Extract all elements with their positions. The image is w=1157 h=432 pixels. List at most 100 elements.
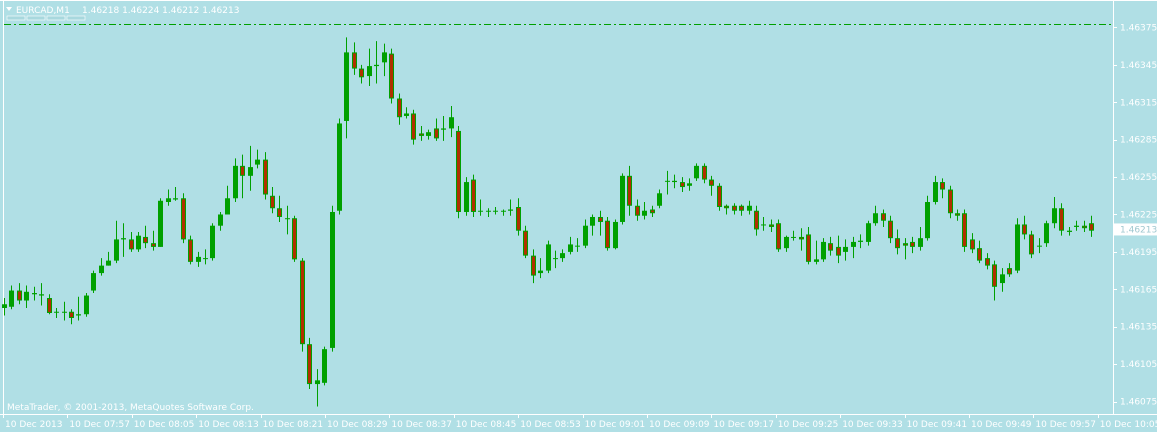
candle bbox=[62, 301, 67, 321]
candle-body-bull bbox=[323, 350, 326, 382]
candle bbox=[620, 173, 625, 225]
candle bbox=[382, 43, 387, 77]
candle bbox=[665, 170, 670, 195]
candle-body-bear bbox=[152, 244, 155, 246]
candle bbox=[642, 202, 647, 220]
candle bbox=[464, 177, 469, 216]
candle-body-bear bbox=[681, 183, 684, 187]
candle-body-bull bbox=[211, 226, 214, 258]
candle-body-bull bbox=[658, 194, 661, 205]
time-tick-label: 10 Dec 08:13 bbox=[198, 420, 259, 430]
candle bbox=[672, 174, 677, 189]
candle-body-border bbox=[672, 180, 677, 183]
time-tick-label: 10 Dec 08:05 bbox=[134, 420, 195, 430]
candle-body-bull bbox=[867, 224, 870, 241]
candle-body-bear bbox=[264, 160, 267, 194]
candle bbox=[471, 174, 476, 217]
candle-body-bear bbox=[48, 299, 51, 312]
candle-body-bull bbox=[92, 274, 95, 290]
candle bbox=[962, 209, 967, 252]
candle bbox=[166, 189, 171, 206]
candle-body-border bbox=[121, 238, 126, 240]
candle bbox=[32, 286, 37, 301]
candle-body-bull bbox=[234, 166, 237, 198]
candle-body-bear bbox=[777, 224, 780, 249]
candle-doji bbox=[478, 210, 483, 212]
candle bbox=[419, 125, 424, 141]
candle bbox=[806, 226, 811, 265]
time-tick-label: 10 Dec 08:21 bbox=[263, 420, 324, 430]
candle-body-bull bbox=[450, 118, 453, 128]
candle-body-border bbox=[76, 314, 81, 316]
candle bbox=[568, 236, 573, 255]
candle bbox=[203, 249, 208, 265]
time-tick-label: 10 Dec 10:05 bbox=[1100, 420, 1157, 430]
time-tick-label: 10 Dec 08:29 bbox=[327, 420, 388, 430]
candle bbox=[776, 219, 781, 252]
candle-body-bear bbox=[829, 244, 832, 250]
candle-body-bull bbox=[115, 240, 118, 260]
candle-body-bear bbox=[941, 183, 944, 189]
chart-header: EURCAD,M1 1.46218 1.46224 1.46212 1.4621… bbox=[6, 6, 239, 21]
candle-body-bull bbox=[926, 203, 929, 238]
one-click-trading-icon[interactable] bbox=[6, 15, 86, 21]
candle-body-bear bbox=[911, 242, 914, 246]
candle bbox=[627, 165, 632, 216]
candle bbox=[955, 209, 960, 221]
candle bbox=[456, 125, 461, 219]
candle-body-bull bbox=[591, 217, 594, 225]
price-axis: 1.46375 1.46345 1.46315 1.46285 1.46255 1.462… bbox=[1113, 23, 1157, 408]
candle-body-bear bbox=[837, 247, 840, 255]
candle-doji bbox=[553, 258, 558, 260]
candle-doji bbox=[761, 224, 766, 226]
candle bbox=[277, 195, 282, 222]
candle-body-bull bbox=[167, 199, 170, 202]
candle bbox=[17, 283, 22, 305]
candle bbox=[315, 369, 320, 407]
candle bbox=[754, 205, 759, 236]
candle-body-bear bbox=[1030, 235, 1033, 254]
candle bbox=[873, 205, 878, 226]
candle bbox=[248, 145, 253, 191]
candle-body-bear bbox=[740, 206, 743, 210]
candle-body-bear bbox=[703, 166, 706, 179]
candle-body-bull bbox=[852, 242, 855, 246]
candle bbox=[389, 48, 394, 104]
candle bbox=[434, 118, 439, 141]
candle-body-bull bbox=[197, 257, 200, 261]
candle bbox=[210, 223, 215, 261]
candle bbox=[992, 260, 997, 301]
time-tick-label: 10 Dec 09:33 bbox=[842, 420, 903, 430]
candle bbox=[493, 207, 498, 215]
candle-body-bear bbox=[241, 166, 244, 175]
candle bbox=[933, 175, 938, 205]
candle-body-bear bbox=[1008, 269, 1011, 274]
candles bbox=[2, 37, 1094, 407]
current-price-tag: 1.46213 bbox=[1114, 223, 1157, 236]
candle bbox=[866, 220, 871, 246]
time-tick-label: 10 Dec 07:57 bbox=[69, 420, 130, 430]
candle-body-bear bbox=[993, 265, 996, 286]
candle bbox=[188, 235, 193, 265]
candle-body-bear bbox=[733, 206, 736, 210]
chevron-down-icon[interactable] bbox=[6, 7, 12, 11]
candle-body-bear bbox=[1090, 224, 1093, 230]
candle-body-border bbox=[508, 209, 513, 211]
candle-body-bear bbox=[18, 291, 21, 300]
candle-body-bear bbox=[971, 240, 974, 249]
candle-body-bear bbox=[130, 240, 133, 249]
candle bbox=[84, 293, 89, 317]
candle bbox=[344, 37, 349, 139]
candle-body-border bbox=[441, 128, 446, 130]
candle bbox=[218, 211, 223, 231]
candle-body-bear bbox=[949, 190, 952, 213]
candle bbox=[285, 205, 290, 235]
candle bbox=[516, 198, 521, 236]
price-tag-label: 1.46213 bbox=[1120, 225, 1157, 235]
time-tick-label: 10 Dec 09:49 bbox=[971, 420, 1032, 430]
candle bbox=[9, 285, 14, 310]
copyright-label: MetaTrader, © 2001-2013, MetaQuotes Soft… bbox=[7, 403, 254, 413]
candle bbox=[910, 236, 915, 254]
